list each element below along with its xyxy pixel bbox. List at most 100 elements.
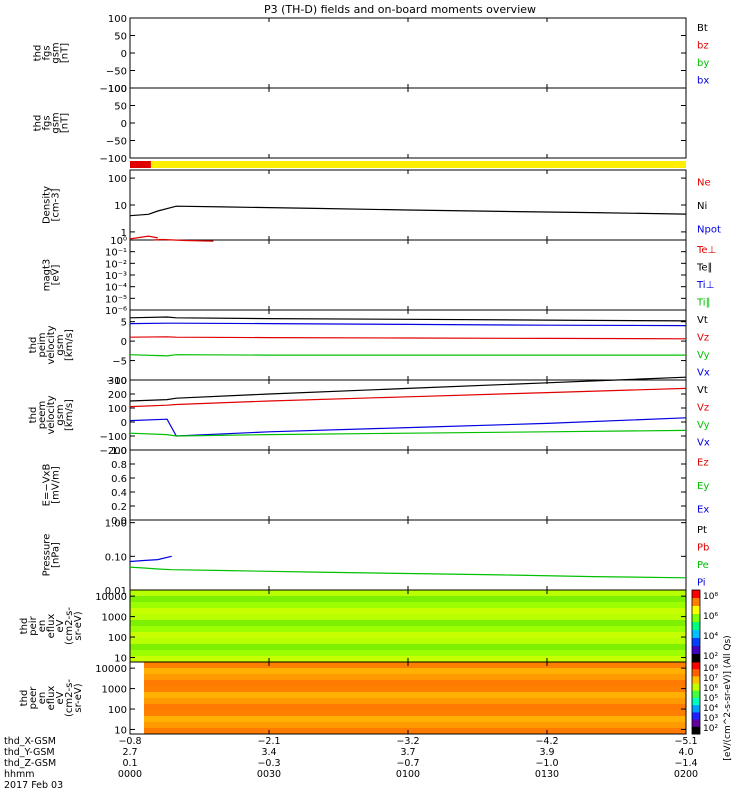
y-tick-label: 10⁰ bbox=[110, 236, 127, 247]
y-axis-label: eV bbox=[55, 691, 66, 704]
y-axis-label: sr-eV) bbox=[73, 683, 84, 712]
spec-band bbox=[130, 692, 686, 699]
x-tick-label: −2.1 bbox=[257, 736, 280, 747]
series-Te⊥-line bbox=[153, 238, 214, 242]
spec-band bbox=[130, 674, 686, 681]
y-tick-label: 10⁻³ bbox=[105, 271, 127, 282]
y-axis-label: [nPa] bbox=[51, 542, 62, 568]
spec-band bbox=[130, 716, 686, 723]
spec-band bbox=[130, 686, 686, 693]
y-tick-label: 50 bbox=[114, 102, 127, 113]
spec-band bbox=[130, 626, 686, 633]
y-axis-label: [km/s] bbox=[64, 329, 75, 361]
panel-frame bbox=[129, 449, 687, 521]
colorbar-segment bbox=[692, 719, 700, 728]
colorbar-segment bbox=[692, 705, 700, 713]
legend-item: Ex bbox=[697, 504, 709, 515]
y-tick-label: 0.8 bbox=[111, 460, 127, 471]
x-tick-label: 2.7 bbox=[122, 747, 137, 758]
y-axis-label: (cm2-s- bbox=[64, 679, 75, 717]
flag-bar bbox=[130, 161, 686, 168]
colorbar-segment bbox=[692, 698, 700, 706]
spec-band bbox=[130, 710, 686, 717]
legend-item: Vt bbox=[697, 315, 708, 326]
y-tick-label: −50 bbox=[106, 67, 127, 78]
legend-item: Te⊥ bbox=[696, 245, 716, 256]
series-Ne-line bbox=[129, 235, 158, 240]
y-axis-label: peim bbox=[37, 332, 48, 357]
y-tick-label: 0.4 bbox=[111, 488, 127, 499]
y-tick-label: 10⁻² bbox=[105, 259, 127, 270]
colorbar-segment bbox=[692, 638, 700, 647]
y-tick-label: −100 bbox=[100, 432, 127, 443]
y-axis-label: thd bbox=[19, 618, 30, 635]
y-tick-label: 1.0 bbox=[111, 446, 127, 457]
panel-peem-velocity: 300 200 100 0 −100 −200 thdpeemvelocitygsm[km/… bbox=[28, 376, 710, 457]
y-axis-label: thd bbox=[19, 690, 30, 707]
legend-item: Ne bbox=[697, 178, 711, 189]
y-axis-label: E=−VxB bbox=[42, 464, 53, 507]
y-axis-label: eV bbox=[55, 619, 66, 632]
y-tick-label: 1000 bbox=[102, 685, 127, 696]
x-tick-label: −1.4 bbox=[674, 758, 697, 769]
legend-item: bx bbox=[697, 75, 709, 86]
x-tick-label: −1.0 bbox=[535, 758, 558, 769]
x-tick-label: 0.1 bbox=[122, 758, 137, 769]
x-tick-label: 0030 bbox=[257, 769, 281, 780]
legend-item: Vz bbox=[697, 402, 709, 413]
series-Pi-line bbox=[129, 555, 172, 563]
y-axis-label: peem bbox=[37, 401, 48, 429]
spec-band bbox=[130, 650, 686, 657]
y-tick-label: 0.2 bbox=[111, 502, 127, 513]
y-axis-label: Density bbox=[42, 186, 53, 224]
x-tick-label: 0100 bbox=[396, 769, 420, 780]
y-axis-label: (cm2-s- bbox=[64, 607, 75, 645]
legend-item: bz bbox=[697, 40, 709, 51]
y-tick-label: 0 bbox=[121, 49, 127, 60]
y-tick-label: 0 bbox=[121, 119, 127, 130]
x-row-label: thd_Y-GSM bbox=[4, 747, 55, 758]
y-tick-label: 0 bbox=[121, 337, 127, 348]
legend-item: by bbox=[697, 58, 709, 69]
y-tick-label: 100 bbox=[108, 705, 127, 716]
panel-frame bbox=[129, 519, 687, 591]
y-axis-label: gsm bbox=[51, 42, 62, 63]
legend-item: Ti∥ bbox=[696, 297, 711, 308]
y-tick-label: −10 bbox=[106, 376, 127, 387]
y-axis-label: thd bbox=[33, 115, 44, 132]
panel-frame bbox=[129, 17, 687, 89]
colorbar-tick-label: 10² bbox=[703, 652, 718, 662]
spec-band bbox=[130, 602, 686, 609]
y-tick-label: 10⁻¹ bbox=[105, 248, 127, 259]
spec-band bbox=[130, 620, 686, 627]
y-tick-label: −100 bbox=[100, 84, 127, 95]
y-axis-label: gsm bbox=[55, 404, 66, 425]
x-tick-label: −5.1 bbox=[674, 736, 697, 747]
y-axis-label: peer bbox=[28, 686, 39, 710]
y-axis-label: [mV/m] bbox=[51, 466, 62, 504]
y-tick-label: 100 bbox=[108, 14, 127, 25]
y-tick-label: 200 bbox=[108, 390, 127, 401]
colorbar-segment bbox=[692, 622, 700, 631]
spec-band bbox=[130, 704, 686, 711]
colorbar-unit-label: [eV/(cm^2-s-sr-eV)] (All Qs) bbox=[723, 635, 733, 760]
colorbar-segment bbox=[692, 690, 700, 699]
legend-item: Ni bbox=[697, 201, 707, 212]
series-Pe-line bbox=[129, 566, 687, 579]
colorbar-peir-spec: 10⁸ 10⁶ 10⁴ 10² bbox=[691, 589, 718, 663]
panel-frame bbox=[129, 239, 687, 311]
x-tick-label: 3.7 bbox=[400, 747, 415, 758]
panel-frame bbox=[129, 169, 687, 241]
x-tick-label: 0000 bbox=[118, 769, 142, 780]
y-axis-label: thd bbox=[28, 337, 39, 354]
colorbar-frame bbox=[691, 661, 701, 735]
x-tick-label: 4.0 bbox=[678, 747, 693, 758]
x-tick-label: −4.2 bbox=[535, 736, 558, 747]
legend-item: Vy bbox=[697, 420, 710, 431]
y-tick-label: 50 bbox=[114, 32, 127, 43]
y-tick-label: 0 bbox=[121, 418, 127, 429]
